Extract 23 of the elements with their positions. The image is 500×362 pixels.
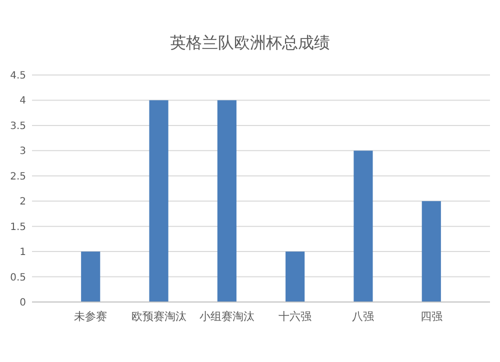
bar — [422, 201, 441, 302]
y-tick-label: 1 — [20, 247, 26, 258]
x-tick-label: 四强 — [420, 310, 442, 323]
y-tick-label: 2 — [20, 196, 26, 208]
y-tick-label: 2.5 — [10, 171, 26, 182]
y-tick-label: 0 — [20, 298, 26, 308]
y-tick-label: 4.5 — [10, 70, 26, 82]
x-tick-label: 八强 — [352, 310, 374, 323]
x-tick-label: 小组赛淘汰 — [199, 310, 254, 323]
y-tick-label: 3 — [20, 146, 26, 158]
y-tick-label: 0.5 — [10, 272, 26, 284]
y-tick-label: 4 — [20, 96, 26, 107]
bar — [286, 252, 305, 302]
x-tick-label: 欧预赛淘汰 — [131, 310, 186, 323]
bar — [149, 100, 168, 302]
bar — [354, 150, 373, 302]
y-tick-label: 3.5 — [10, 120, 26, 132]
bar — [81, 252, 100, 302]
x-tick-label: 十六强 — [278, 310, 312, 323]
y-tick-label: 1.5 — [10, 222, 26, 233]
bar — [217, 100, 236, 302]
chart-title: 英格兰队欧洲杯总成绩 — [170, 33, 330, 52]
x-tick-label: 未参赛 — [74, 310, 108, 323]
